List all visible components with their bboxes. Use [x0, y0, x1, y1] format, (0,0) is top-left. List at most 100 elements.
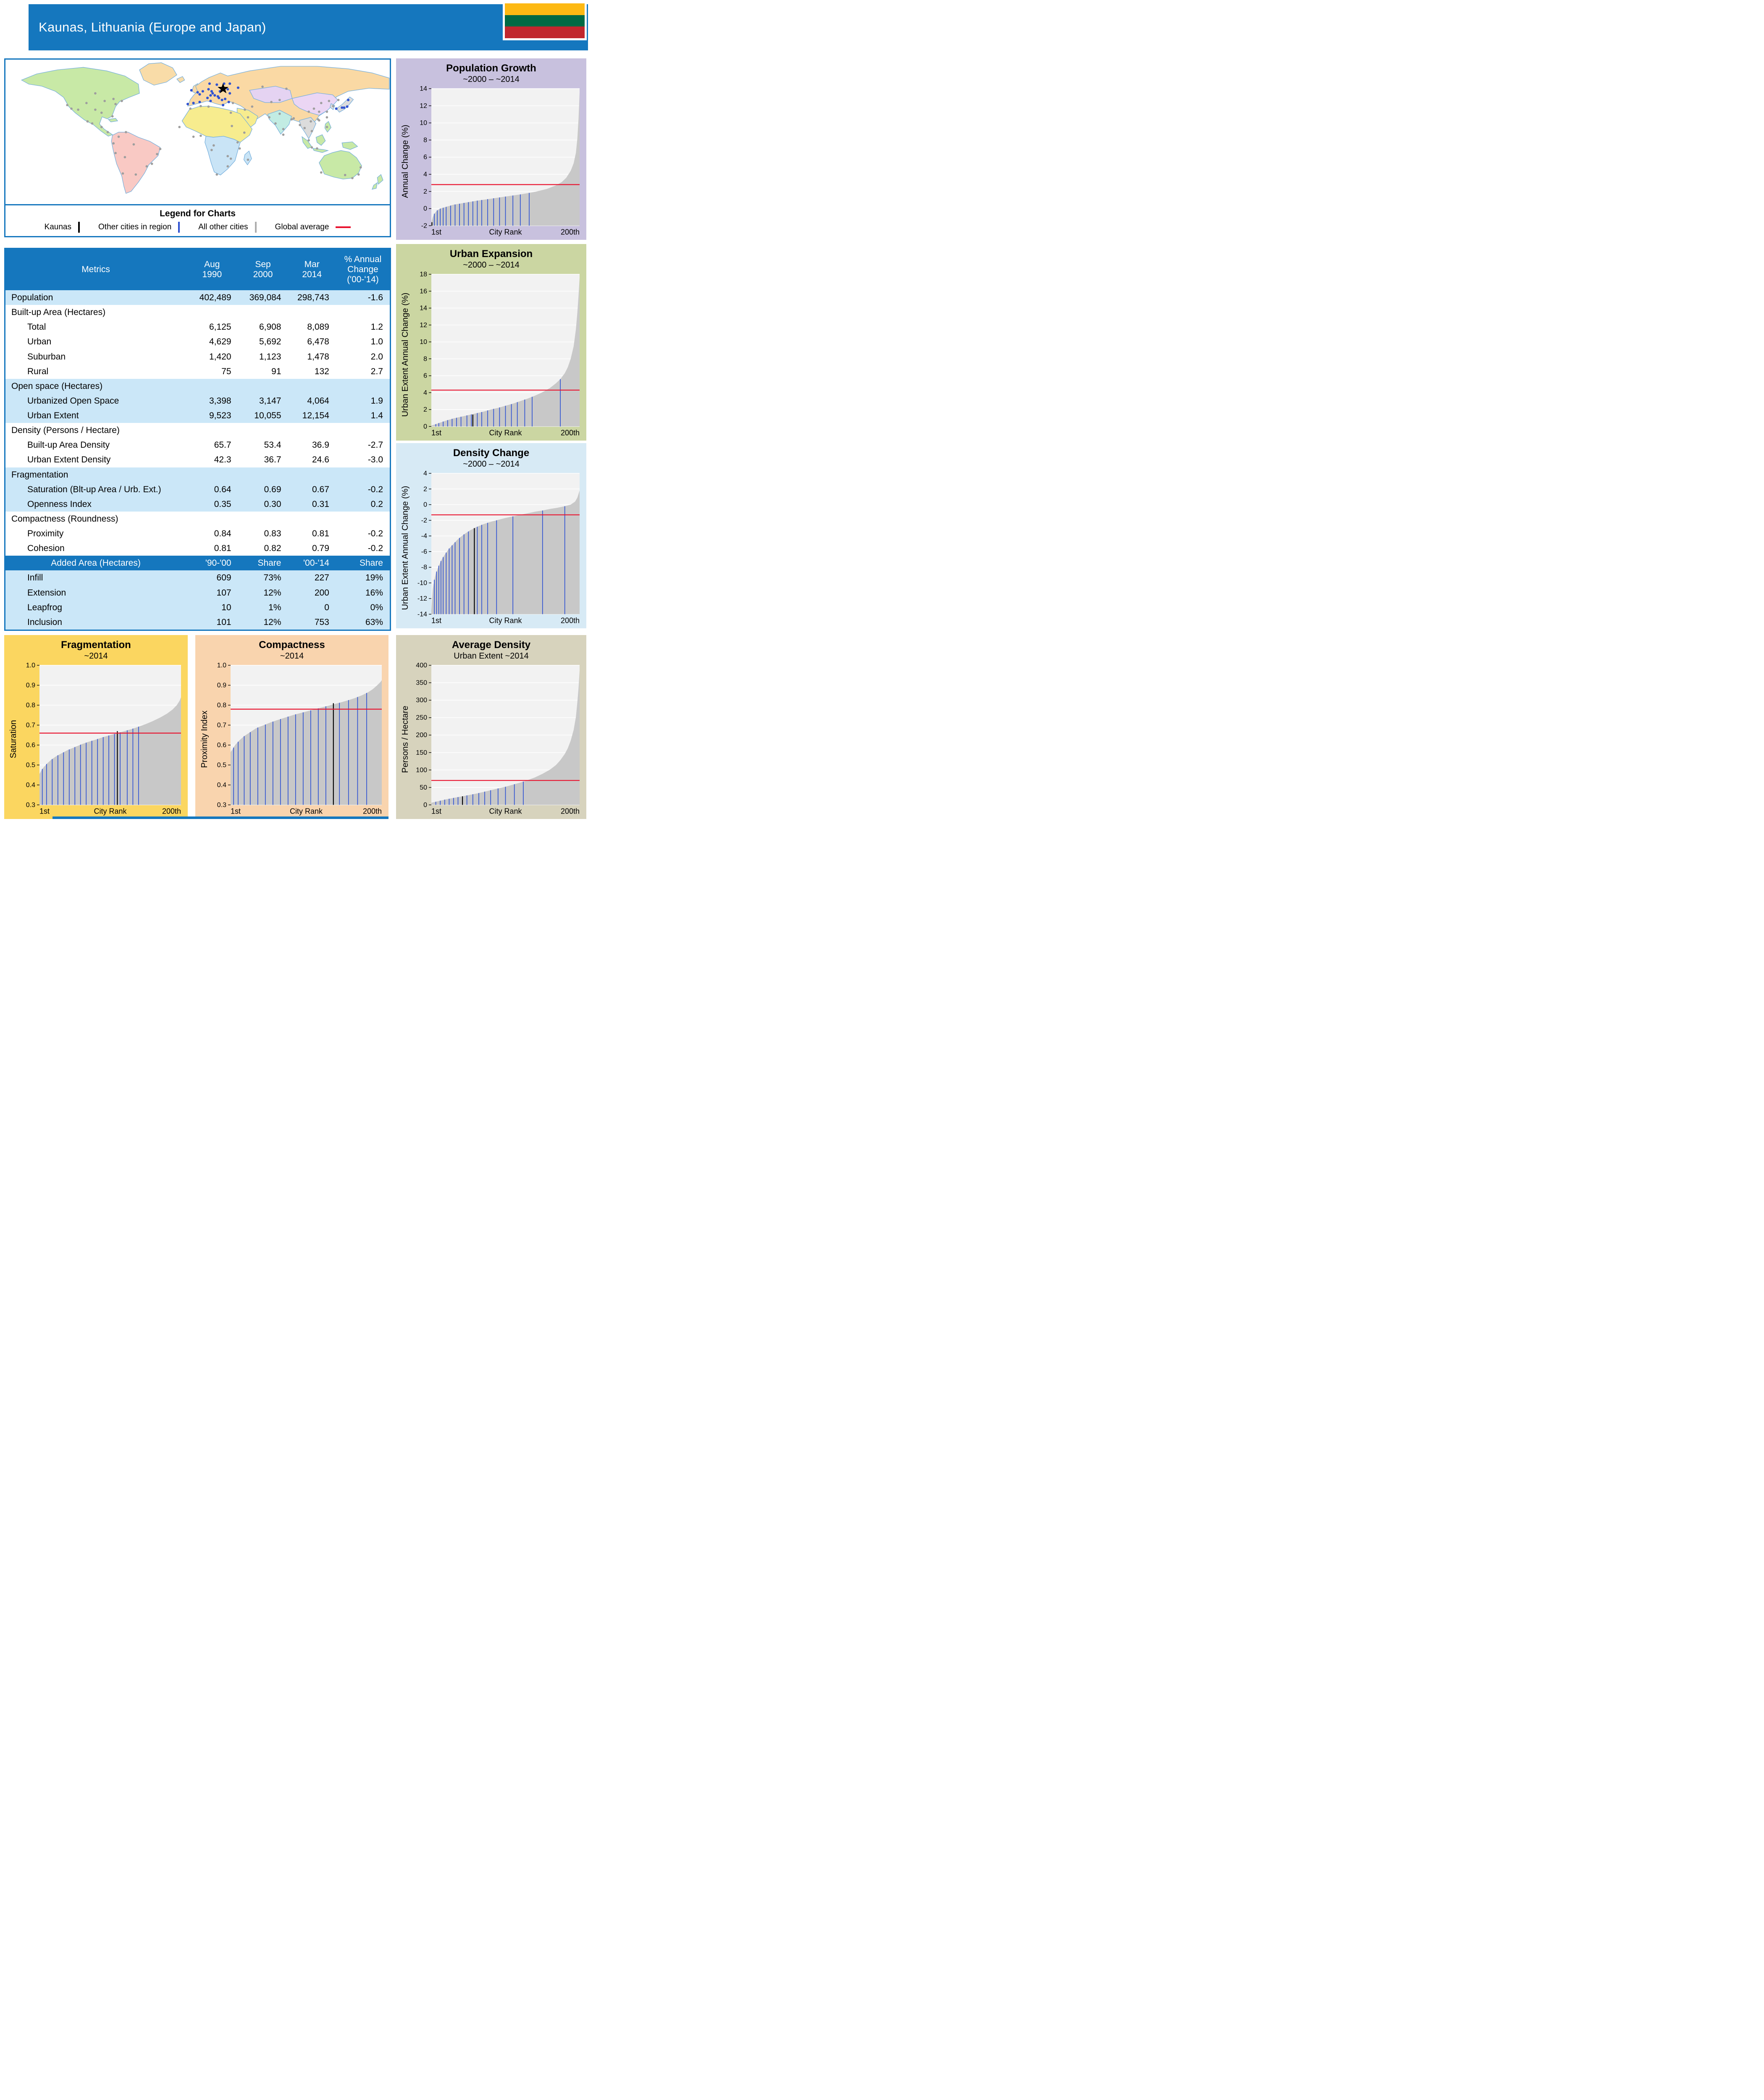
region-city-dot: [201, 90, 204, 93]
cell-value: [288, 423, 336, 438]
other-city-dot: [244, 108, 246, 111]
cell-value: 107: [216, 588, 231, 598]
other-city-dot: [292, 117, 295, 120]
other-city-dot: [210, 149, 213, 151]
cell-value: 753: [314, 617, 329, 627]
other-city-dot: [328, 100, 331, 102]
other-city-dot: [318, 110, 320, 113]
other-city-dot: [274, 122, 277, 125]
region-city-dot: [196, 91, 199, 94]
x-axis-label-last: 200th: [561, 228, 580, 236]
other-city-dot: [310, 120, 312, 123]
row-label: Fragmentation: [11, 470, 68, 480]
cell-value: [186, 423, 238, 438]
cell-value: Share: [359, 558, 383, 568]
table-row: Built-up Area (Hectares): [5, 305, 390, 320]
legend-item-kaunas: Kaunas: [45, 222, 80, 233]
density-change-plot: -14 -12 -10 -8 -6 -4 -2 0 2 4 1st City Rank 200th: [417, 470, 580, 625]
y-tick-label: 16: [420, 288, 427, 295]
row-label: Urbanized Open Space: [27, 396, 119, 406]
cell-value: 36.7: [264, 455, 281, 465]
cell-value: [238, 423, 288, 438]
y-tick-label: 350: [416, 679, 427, 686]
cell-value: 19%: [365, 573, 383, 583]
other-city-dot: [307, 110, 310, 113]
average-density-plot: 0 50 100 150 200 250 300 350 400 1st City Rank 200t…: [416, 662, 580, 815]
row-label: Compactness (Roundness): [11, 514, 118, 524]
other-city-dot: [320, 102, 323, 105]
cell-value: 1.4: [370, 411, 383, 421]
cell-value: 36.9: [312, 440, 329, 450]
y-tick-label: 0.6: [26, 742, 35, 749]
flag-stripe-red: [505, 26, 585, 39]
cell-value: -3.0: [368, 455, 383, 465]
all-cities-distribution: [231, 680, 382, 805]
cell-value: 0.2: [370, 499, 383, 509]
kaunas-star-marker: [218, 83, 229, 94]
greenland: [139, 62, 177, 86]
region-city-dot: [206, 97, 209, 100]
y-tick-label: 50: [420, 784, 427, 791]
other-city-dot: [236, 141, 239, 144]
other-cities-tick-marker: [255, 222, 257, 233]
continents: [21, 62, 390, 194]
kaunas-tick-marker: [78, 222, 80, 233]
y-tick-label: 100: [416, 766, 427, 774]
y-tick-label: 0: [423, 423, 427, 430]
cell-value: 0.67: [312, 484, 329, 494]
cell-value: 0.82: [264, 543, 281, 554]
y-tick-label: -12: [417, 595, 427, 602]
other-city-dot: [359, 166, 362, 169]
cell-value: [238, 305, 288, 320]
region-city-dot: [207, 88, 210, 91]
x-axis-label-city-rank: City Rank: [290, 807, 323, 815]
y-tick-label: 1.0: [26, 662, 35, 669]
region-city-dot: [190, 89, 193, 92]
other-city-dot: [91, 122, 94, 125]
other-city-dot: [70, 107, 73, 110]
y-tick-label: 18: [420, 271, 427, 278]
region-city-dot: [343, 106, 346, 109]
cell-value: 132: [314, 366, 329, 376]
y-tick-label: 0.7: [217, 722, 226, 729]
chart-subtitle: ~2000 – ~2014: [463, 260, 520, 270]
region-city-dot: [213, 94, 216, 97]
other-city-dot: [121, 100, 123, 102]
java: [312, 148, 329, 153]
other-city-dot: [290, 118, 293, 121]
other-city-dot: [285, 87, 288, 90]
row-label: Openness Index: [27, 499, 92, 509]
region-city-dot: [341, 106, 344, 109]
cell-value: 12,154: [302, 411, 329, 421]
other-city-dot: [251, 105, 254, 108]
cuba: [108, 118, 118, 122]
col-header-annual-change: % Annual Change ('00-'14): [336, 249, 390, 290]
cell-value: [288, 305, 336, 320]
row-label: Extension: [27, 588, 66, 598]
other-city-dot: [238, 147, 241, 150]
y-tick-label: -2: [421, 222, 427, 229]
region-city-dot: [192, 102, 195, 105]
chart-title: Population Growth: [446, 63, 536, 74]
urban-expansion-plot: 0 2 4 6 8 10 12 14 16 18 1st City Rank 200th: [420, 271, 580, 437]
table-row: Urban Extent Density 42.3 36.7 24.6 -3.0: [5, 452, 390, 467]
other-city-dot: [344, 173, 346, 176]
x-axis-label-last: 200th: [162, 807, 181, 815]
y-tick-label: 300: [416, 697, 427, 704]
row-label: Inclusion: [27, 617, 62, 627]
chart-subtitle: Urban Extent ~2014: [454, 651, 529, 661]
table-row: Suburban 1,420 1,123 1,478 2.0: [5, 349, 390, 364]
table-row: Density (Persons / Hectare): [5, 423, 390, 438]
new-guinea: [341, 142, 358, 150]
cell-value: 0: [324, 602, 329, 612]
table-row: Urbanized Open Space 3,398 3,147 4,064 1.9: [5, 393, 390, 408]
y-tick-label: 6: [423, 154, 427, 161]
table-row: Urban 4,629 5,692 6,478 1.0: [5, 334, 390, 349]
table-row: Rural 75 91 132 2.7: [5, 364, 390, 379]
cell-value: 63%: [365, 617, 383, 627]
cell-value: '00-'14: [303, 558, 329, 568]
region-city-dot: [198, 100, 201, 103]
city-dots: [66, 82, 362, 179]
cell-value: 0.81: [312, 529, 329, 539]
chart-title: Average Density: [452, 639, 531, 651]
